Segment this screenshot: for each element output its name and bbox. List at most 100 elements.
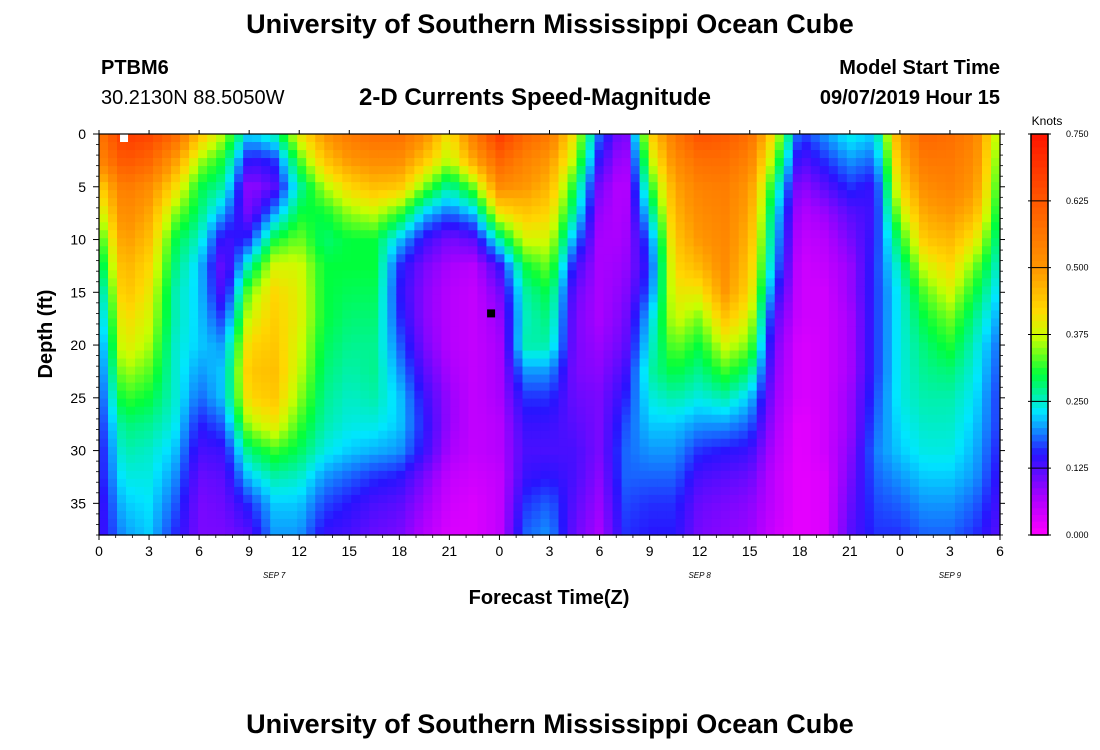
- heatmap-cell: [657, 350, 668, 360]
- heatmap-cell: [459, 502, 470, 512]
- heatmap-cell: [774, 238, 785, 247]
- heatmap-cell: [477, 430, 488, 440]
- heatmap-cell: [351, 350, 361, 360]
- heatmap-cell: [468, 270, 479, 279]
- heatmap-cell: [99, 462, 109, 472]
- heatmap-cell: [477, 422, 488, 432]
- heatmap-cell: [171, 510, 181, 520]
- heatmap-cell: [801, 222, 812, 231]
- heatmap-cell: [135, 414, 145, 424]
- heatmap-cell: [153, 294, 163, 304]
- heatmap-cell: [873, 446, 884, 456]
- heatmap-cell: [693, 294, 704, 304]
- heatmap-cell: [144, 430, 154, 440]
- heatmap-cell: [540, 382, 551, 392]
- heatmap-cell: [342, 470, 352, 480]
- heatmap-cell: [738, 286, 749, 295]
- heatmap-cell: [459, 454, 470, 464]
- heatmap-cell: [603, 150, 614, 159]
- heatmap-cell: [729, 486, 740, 496]
- heatmap-cell: [900, 254, 911, 263]
- heatmap-cell: [945, 382, 956, 392]
- heatmap-cell: [288, 190, 298, 199]
- heatmap-cell: [729, 310, 740, 320]
- heatmap-cell: [765, 510, 776, 520]
- heatmap-cell: [567, 502, 578, 512]
- heatmap-cell: [603, 190, 614, 199]
- heatmap-cell: [99, 214, 109, 223]
- heatmap-cell: [486, 254, 497, 263]
- heatmap-cell: [810, 206, 821, 215]
- heatmap-cell: [576, 454, 587, 464]
- heatmap-cell: [909, 334, 920, 344]
- heatmap-cell: [810, 230, 821, 239]
- heatmap-cell: [720, 478, 731, 488]
- heatmap-cell: [351, 438, 361, 448]
- heatmap-cell: [729, 294, 740, 304]
- heatmap-cell: [936, 294, 947, 304]
- heatmap-cell: [450, 254, 460, 263]
- heatmap-cell: [747, 342, 758, 352]
- heatmap-cell: [738, 390, 749, 400]
- heatmap-cell: [252, 174, 262, 183]
- heatmap-cell: [423, 478, 433, 488]
- heatmap-cell: [495, 414, 506, 424]
- heatmap-cell: [513, 206, 524, 215]
- heatmap-cell: [792, 222, 803, 231]
- heatmap-cell: [990, 134, 1001, 143]
- heatmap-cell: [882, 374, 893, 384]
- heatmap-cell: [936, 406, 947, 416]
- heatmap-cell: [369, 270, 379, 279]
- heatmap-cell: [189, 150, 199, 159]
- heatmap-cell: [234, 358, 244, 368]
- heatmap-cell: [396, 526, 406, 536]
- heatmap-cell: [252, 358, 262, 368]
- heatmap-cell: [819, 310, 830, 320]
- heatmap-cell: [486, 238, 497, 247]
- heatmap-cell: [954, 230, 965, 239]
- heatmap-cell: [198, 286, 208, 295]
- heatmap-cell: [585, 158, 596, 167]
- heatmap-cell: [639, 206, 650, 215]
- heatmap-cell: [684, 150, 695, 159]
- heatmap-cell: [513, 134, 524, 143]
- heatmap-cell: [225, 166, 235, 175]
- heatmap-cell: [441, 230, 451, 239]
- heatmap-cell: [198, 462, 208, 472]
- heatmap-cell: [819, 262, 830, 271]
- heatmap-cell: [225, 526, 235, 536]
- heatmap-cell: [522, 166, 533, 175]
- heatmap-cell: [675, 454, 686, 464]
- heatmap-cell: [180, 270, 190, 279]
- heatmap-cell: [522, 366, 533, 376]
- heatmap-cell: [702, 502, 713, 512]
- heatmap-cell: [855, 174, 866, 183]
- heatmap-cell: [900, 174, 911, 183]
- heatmap-cell: [549, 486, 560, 496]
- heatmap-cell: [990, 206, 1001, 215]
- heatmap-cell: [918, 334, 929, 344]
- heatmap-cell: [720, 358, 731, 368]
- heatmap-cell: [198, 222, 208, 231]
- heatmap-cell: [801, 414, 812, 424]
- heatmap-cell: [621, 430, 632, 440]
- heatmap-cell: [576, 158, 587, 167]
- heatmap-cell: [864, 270, 875, 279]
- heatmap-cell: [855, 246, 866, 255]
- heatmap-cell: [936, 230, 947, 239]
- heatmap-cell: [693, 502, 704, 512]
- heatmap-cell: [216, 166, 226, 175]
- heatmap-cell: [585, 302, 596, 312]
- heatmap-cell: [324, 230, 334, 239]
- heatmap-cell: [126, 470, 136, 480]
- heatmap-cell: [783, 478, 794, 488]
- heatmap-cell: [774, 174, 785, 183]
- heatmap-cell: [837, 406, 848, 416]
- heatmap-cell: [423, 446, 433, 456]
- heatmap-cell: [945, 342, 956, 352]
- heatmap-cell: [918, 310, 929, 320]
- heatmap-cell: [387, 206, 397, 215]
- heatmap-cell: [837, 174, 848, 183]
- heatmap-cell: [270, 358, 280, 368]
- heatmap-cell: [567, 342, 578, 352]
